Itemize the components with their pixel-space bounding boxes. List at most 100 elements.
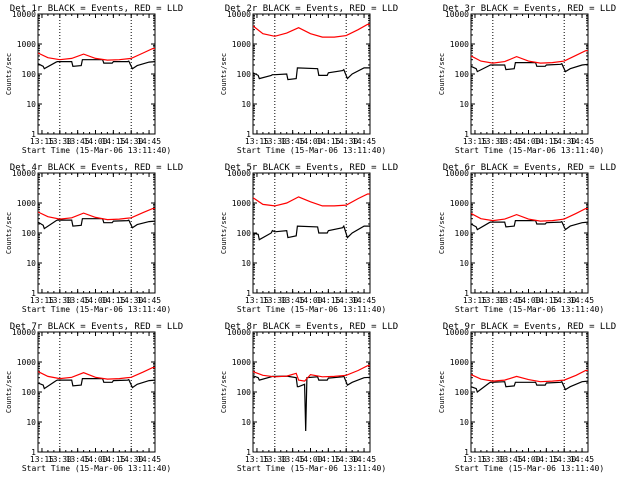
y-axis-label: Counts/sec (220, 53, 228, 95)
x-tick-label: 14:45 (352, 137, 376, 146)
x-tick-label: 13:30 (48, 137, 72, 146)
x-tick-label: 14:00 (516, 455, 540, 464)
event-rate-line (38, 59, 155, 70)
x-tick-label: 14:45 (352, 455, 376, 464)
x-tick-label: 14:15 (316, 296, 340, 305)
y-tick-label: 1000 (450, 358, 469, 367)
y-tick-label: 10000 (227, 169, 251, 178)
y-tick-label: 1000 (232, 40, 251, 49)
panel-4: Det 4r BLACK = Events, RED = LLD 1 10 100 10… (5, 163, 183, 314)
y-tick-label: 100 (455, 70, 470, 79)
x-tick-label: 14:45 (570, 455, 594, 464)
y-tick-label: 10 (26, 418, 36, 427)
plot-area (471, 50, 588, 73)
x-tick-label: 13:30 (263, 137, 287, 146)
y-tick-label: 10 (459, 259, 469, 268)
x-tick-label: 13:15 (245, 455, 269, 464)
x-tick-label: 13:45 (66, 455, 90, 464)
x-axis-label: Start Time (15-Mar-06 13:11:40) (22, 305, 171, 314)
event-rate-line (253, 67, 370, 81)
panel-title: Det 3r BLACK = Events, RED = LLD (443, 4, 616, 14)
event-rate-line (471, 380, 588, 393)
x-tick-label: 14:15 (316, 137, 340, 146)
x-tick-label: 14:30 (119, 296, 143, 305)
x-tick-label: 14:00 (298, 455, 322, 464)
x-tick-label: 14:15 (534, 455, 558, 464)
plot-frame (470, 172, 589, 294)
x-tick-label: 14:00 (298, 137, 322, 146)
y-tick-label: 100 (22, 70, 37, 79)
x-tick-label: 14:15 (316, 455, 340, 464)
plot-frame (252, 331, 371, 453)
y-axis-label: Counts/sec (5, 212, 13, 254)
plot-frame (470, 13, 589, 135)
x-tick-label: 13:45 (281, 296, 305, 305)
y-tick-label: 100 (455, 388, 470, 397)
x-tick-label: 14:00 (83, 296, 107, 305)
x-tick-label: 14:45 (352, 296, 376, 305)
y-tick-label: 10 (26, 259, 36, 268)
x-axis-label: Start Time (15-Mar-06 13:11:40) (455, 305, 604, 314)
y-tick-label: 10 (241, 259, 251, 268)
plot-area (253, 23, 370, 81)
lld-rate-line (471, 208, 588, 222)
y-axis-label: Counts/sec (5, 53, 13, 95)
plot-frame (470, 331, 589, 453)
x-tick-label: 14:30 (334, 137, 358, 146)
y-axis-label: Counts/sec (220, 212, 228, 254)
x-tick-label: 13:30 (263, 455, 287, 464)
panel-5: Det 5r BLACK = Events, RED = LLD 1 10 100 10… (220, 163, 398, 314)
x-tick-label: 14:45 (137, 296, 161, 305)
y-tick-label: 100 (237, 229, 252, 238)
panel-title: Det 5r BLACK = Events, RED = LLD (225, 163, 398, 173)
panel-2: Det 2r BLACK = Events, RED = LLD 1 10 100 10… (220, 4, 398, 155)
y-tick-label: 1000 (17, 199, 36, 208)
x-tick-label: 13:30 (481, 296, 505, 305)
event-rate-line (38, 218, 155, 230)
x-tick-label: 13:45 (499, 296, 523, 305)
y-tick-label: 100 (22, 388, 37, 397)
y-tick-label: 100 (237, 70, 252, 79)
panel-8: Det 8r BLACK = Events, RED = LLD 1 10 100 10… (220, 322, 398, 473)
x-tick-label: 13:15 (245, 137, 269, 146)
x-tick-label: 14:15 (101, 296, 125, 305)
y-axis-label: Counts/sec (438, 371, 446, 413)
lld-rate-line (253, 193, 370, 207)
y-tick-label: 1000 (17, 358, 36, 367)
x-tick-label: 14:00 (516, 137, 540, 146)
plot-area (253, 365, 370, 432)
lld-rate-line (38, 367, 155, 380)
panel-title: Det 6r BLACK = Events, RED = LLD (443, 163, 616, 173)
lld-rate-line (253, 23, 370, 38)
x-tick-label: 13:30 (48, 296, 72, 305)
lld-rate-line (471, 50, 588, 64)
panel-3: Det 3r BLACK = Events, RED = LLD 1 10 100 10… (438, 4, 616, 155)
y-tick-label: 1000 (17, 40, 36, 49)
x-tick-label: 13:45 (499, 137, 523, 146)
lld-rate-line (253, 365, 370, 382)
y-tick-label: 10000 (445, 328, 469, 337)
plot-area (38, 208, 155, 230)
x-tick-label: 14:15 (101, 455, 125, 464)
y-tick-label: 10 (241, 418, 251, 427)
panel-title: Det 1r BLACK = Events, RED = LLD (10, 4, 183, 14)
event-rate-line (253, 375, 370, 432)
y-tick-label: 1000 (450, 40, 469, 49)
x-axis-label: Start Time (15-Mar-06 13:11:40) (22, 464, 171, 473)
plot-area (471, 369, 588, 393)
y-tick-label: 1 (246, 448, 251, 457)
x-tick-label: 14:30 (552, 455, 576, 464)
x-tick-label: 13:45 (281, 455, 305, 464)
x-tick-label: 13:15 (463, 455, 487, 464)
x-tick-label: 13:30 (481, 455, 505, 464)
x-tick-label: 13:15 (30, 137, 54, 146)
y-tick-label: 10000 (445, 169, 469, 178)
event-rate-line (38, 378, 155, 390)
y-tick-label: 100 (455, 229, 470, 238)
panel-title: Det 8r BLACK = Events, RED = LLD (225, 322, 398, 332)
x-tick-label: 14:00 (83, 137, 107, 146)
x-tick-label: 14:00 (516, 296, 540, 305)
x-tick-label: 13:15 (30, 296, 54, 305)
x-tick-label: 13:15 (463, 137, 487, 146)
y-tick-label: 1000 (450, 199, 469, 208)
